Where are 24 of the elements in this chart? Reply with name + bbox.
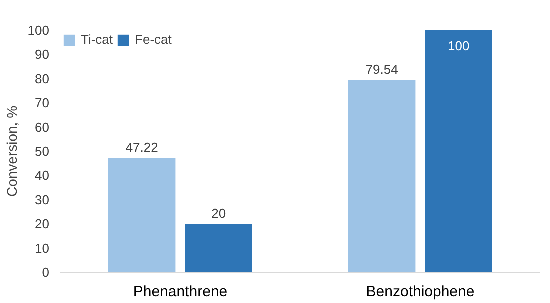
x-tick-label: Phenanthrene xyxy=(133,284,228,300)
y-tick-label: 0 xyxy=(42,265,50,280)
bar xyxy=(185,224,252,272)
y-tick-label: 40 xyxy=(35,168,50,184)
y-axis-title: Conversion, % xyxy=(4,106,20,198)
data-label: 47.22 xyxy=(126,140,158,156)
data-label: 79.54 xyxy=(366,62,398,78)
y-tick-label: 100 xyxy=(28,23,50,38)
y-tick-label: 90 xyxy=(35,47,50,62)
y-tick-label: 60 xyxy=(35,120,50,135)
y-tick-label: 30 xyxy=(35,192,50,208)
y-tick-label: 20 xyxy=(35,216,50,232)
y-tick-label: 70 xyxy=(35,96,50,111)
data-label: 100 xyxy=(448,38,470,54)
legend-label: Ti-cat xyxy=(81,32,114,47)
y-tick-label: 50 xyxy=(35,144,50,159)
x-tick-label: Benzothiophene xyxy=(366,284,475,300)
bar xyxy=(425,30,492,272)
y-tick-label: 10 xyxy=(35,240,50,256)
bar xyxy=(108,158,176,272)
data-label: 20 xyxy=(212,206,226,222)
y-tick-label: 80 xyxy=(35,71,50,86)
legend-label: Fe-cat xyxy=(135,32,172,47)
bar xyxy=(348,80,416,272)
